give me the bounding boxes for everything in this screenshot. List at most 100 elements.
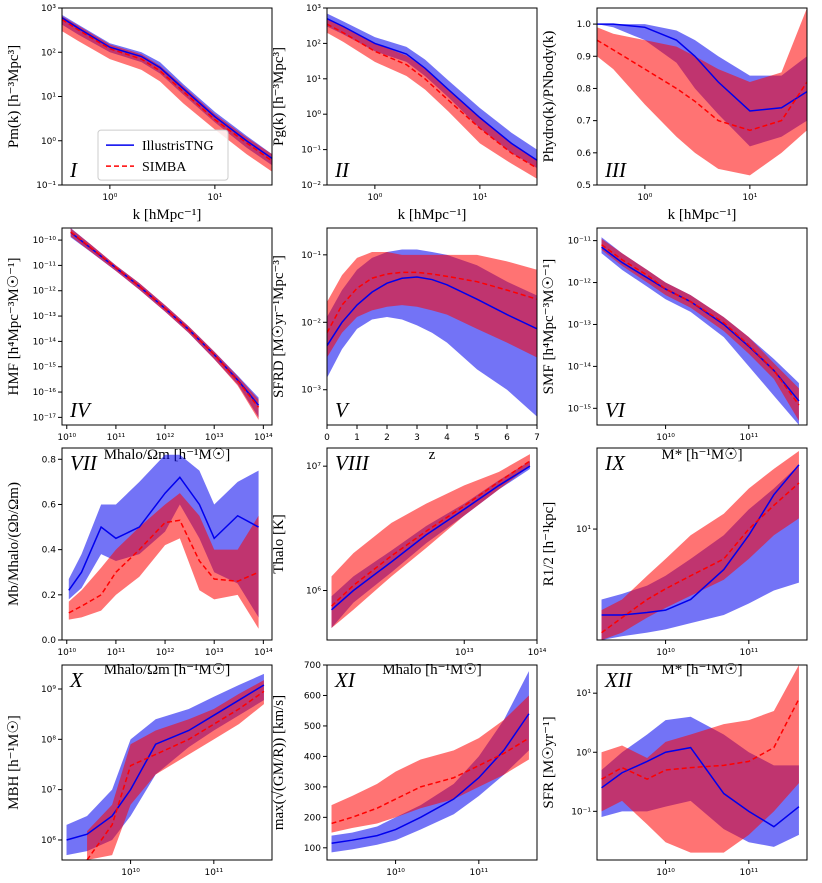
y-tick-label: 0.2: [42, 591, 56, 601]
y-tick-label: 0.6: [42, 500, 57, 510]
y-tick-label: 10⁰: [576, 748, 591, 758]
axes-frame: [61, 664, 273, 861]
series-line: [601, 244, 800, 406]
y-tick-label: 10⁹: [41, 685, 56, 695]
y-tick-label: 10⁻¹⁵: [33, 363, 57, 373]
y-tick-label: 10⁻¹: [571, 807, 591, 817]
axes-frame: [61, 447, 273, 641]
x-tick-label: 10¹⁰: [656, 648, 675, 658]
band: [327, 18, 537, 179]
x-tick-label: 10¹¹: [739, 868, 758, 878]
axes-frame: [326, 664, 538, 861]
panel-label: IX: [604, 451, 626, 475]
band: [601, 665, 799, 853]
x-tick-label: 10¹²: [156, 648, 175, 658]
y-tick-label: 10⁻²: [301, 318, 321, 328]
y-tick-label: 10⁻²: [301, 181, 321, 191]
x-tick-label: 3: [414, 433, 420, 443]
x-axis-label: M* [h⁻¹M☉]: [661, 447, 742, 463]
axes-frame: [326, 7, 538, 186]
band: [87, 680, 264, 860]
y-tick-label: 400: [304, 752, 321, 762]
y-tick-label: 10¹: [576, 525, 591, 535]
x-tick-label: 1: [354, 433, 360, 443]
series-line: [62, 17, 272, 159]
y-tick-label: 10¹: [41, 93, 56, 103]
y-axis-label: Pg(k) [h⁻³Mpc³]: [271, 47, 287, 146]
y-tick-label: 10⁻¹: [36, 181, 56, 191]
plot-area: [331, 671, 530, 853]
band: [327, 252, 537, 358]
x-tick-label: 6: [504, 433, 510, 443]
x-tick-label: 10¹¹: [107, 433, 126, 443]
y-tick-label: 300: [304, 783, 321, 793]
y-tick-label: 10⁻¹³: [33, 312, 57, 322]
y-tick-label: 10⁷: [306, 462, 321, 472]
series-line: [601, 482, 800, 634]
series-line: [70, 231, 260, 406]
y-tick-label: 10⁻¹³: [568, 320, 592, 330]
y-tick-label: 10⁻¹²: [568, 279, 592, 289]
x-tick-label: 10⁰: [367, 193, 382, 203]
axes-frame: [61, 227, 273, 426]
x-tick-label: 10¹: [472, 193, 487, 203]
x-tick-label: 10¹: [742, 193, 757, 203]
y-axis-label: Pm(k) [h⁻³Mpc³]: [6, 45, 22, 148]
panel-label: XII: [604, 668, 633, 692]
series-line: [62, 18, 272, 162]
x-tick-label: 10¹¹: [739, 433, 758, 443]
plot-area: [68, 454, 259, 629]
y-tick-label: 10²: [306, 39, 321, 49]
x-tick-label: 10¹⁰: [386, 868, 405, 878]
x-axis-label: k [hMpc⁻¹]: [668, 207, 737, 223]
x-tick-label: 10¹¹: [107, 648, 126, 658]
series-line: [68, 519, 259, 614]
y-tick-label: 10⁶: [306, 587, 321, 597]
y-axis-label: HMF [h⁴Mpc⁻³M☉⁻¹]: [6, 257, 22, 395]
band: [68, 493, 259, 629]
y-tick-label: 10⁻¹²: [33, 287, 57, 297]
x-tick-label: 10⁰: [102, 193, 117, 203]
panel-label: VII: [70, 451, 98, 475]
y-axis-label: MBH [h⁻¹M☉]: [6, 715, 22, 810]
y-axis-label: Phydro(k)/PNbody(k): [541, 31, 557, 163]
series-line: [597, 39, 807, 132]
y-tick-label: 10⁻¹⁴: [568, 362, 592, 372]
panel-label: VIII: [335, 451, 370, 475]
y-tick-label: 10³: [41, 4, 56, 14]
x-tick-label: 10¹¹: [204, 868, 223, 878]
series-line: [601, 746, 800, 828]
y-tick-label: 500: [304, 722, 321, 732]
y-axis-label: R1/2 [h⁻¹kpc]: [541, 502, 557, 587]
series-line: [327, 271, 537, 334]
x-tick-label: 7: [534, 433, 540, 443]
x-tick-label: 10¹⁴: [254, 648, 273, 658]
legend-label: IllustrisTNG: [142, 139, 214, 154]
plot-area: [66, 673, 265, 860]
y-tick-label: 10⁻¹⁴: [33, 337, 57, 347]
y-tick-label: 10⁻¹¹: [33, 261, 57, 271]
x-axis-label: k [hMpc⁻¹]: [398, 207, 467, 223]
legend-box: [97, 129, 229, 181]
series-line: [327, 23, 537, 169]
x-tick-label: 10¹⁰: [57, 648, 76, 658]
y-tick-label: 10³: [306, 4, 321, 14]
plot-area: [601, 665, 800, 853]
y-tick-label: 700: [304, 661, 321, 671]
x-tick-label: 10⁰: [637, 193, 652, 203]
axes-frame: [596, 447, 808, 641]
panel-label: I: [69, 158, 78, 182]
axes-frame: [596, 7, 808, 186]
series-line: [331, 713, 530, 844]
x-tick-label: 10¹⁰: [656, 868, 675, 878]
y-tick-label: 100: [304, 844, 321, 854]
y-tick-label: 10⁻¹: [301, 146, 321, 156]
y-tick-label: 10¹: [306, 75, 321, 85]
y-tick-label: 10⁻¹⁷: [33, 413, 57, 423]
y-axis-label: SFR [M☉yr⁻¹]: [541, 716, 557, 808]
series-line: [70, 231, 260, 408]
x-tick-label: 10¹⁰: [121, 868, 140, 878]
y-tick-label: 600: [304, 691, 321, 701]
y-tick-label: 10⁻¹⁶: [33, 388, 57, 398]
